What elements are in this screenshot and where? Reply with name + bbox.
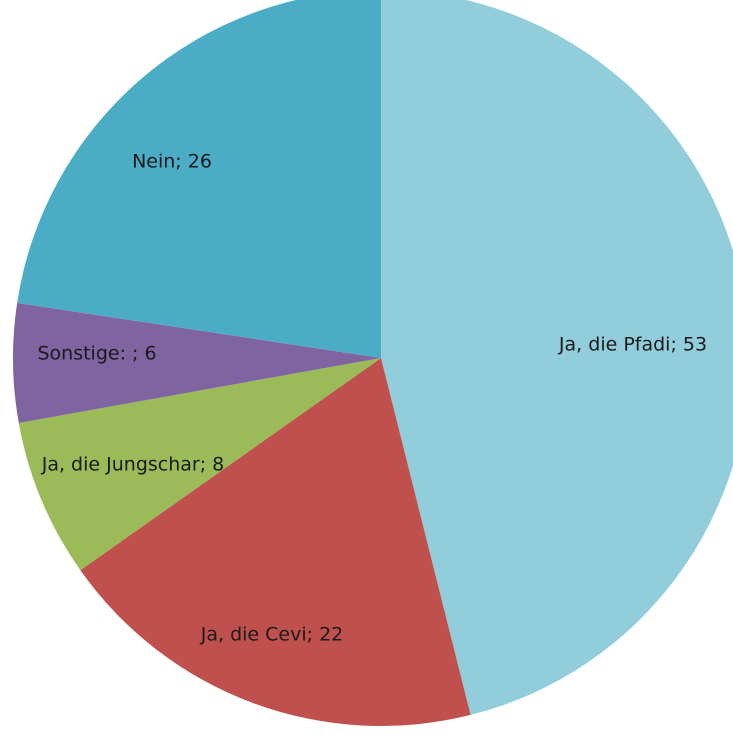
data-label: Nein; 26 <box>132 150 212 173</box>
data-label: Ja, die Cevi; 22 <box>200 623 344 646</box>
pie-slice <box>17 0 381 358</box>
data-label: Sonstige: ; 6 <box>37 342 157 365</box>
pie-slice <box>80 358 471 726</box>
data-label: Ja, die Pfadi; 53 <box>558 333 708 356</box>
pie-slice <box>381 0 733 715</box>
pie-slice <box>18 358 382 571</box>
data-label: Ja, die Jungschar; 8 <box>41 453 225 476</box>
pie-slice <box>13 302 382 424</box>
